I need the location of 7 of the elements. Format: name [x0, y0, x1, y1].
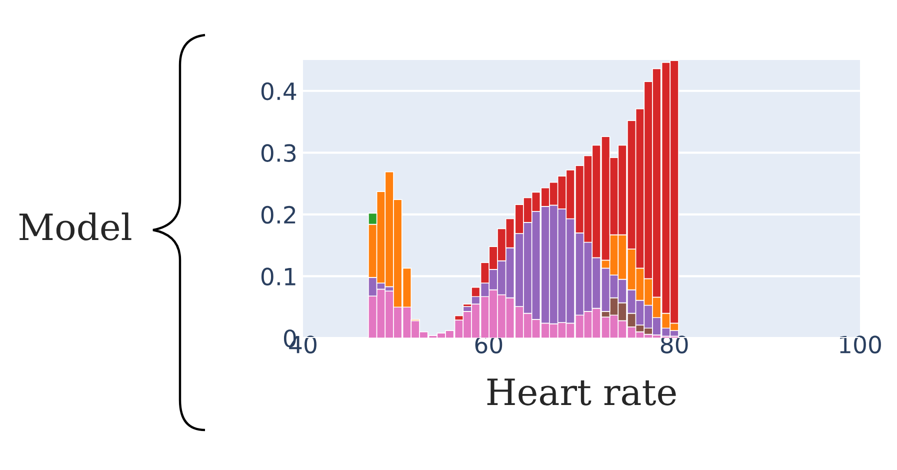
- y-tick-label: 0.1: [261, 268, 296, 286]
- text: Model: [19, 212, 132, 240]
- y-tick-label: 0.3: [261, 144, 296, 162]
- y-tick-label: 0.4: [261, 82, 296, 100]
- x-tick-label: 100: [840, 336, 881, 354]
- x-axis-title: Heart rate: [487, 378, 676, 406]
- y-tick-label: 0.2: [261, 206, 296, 224]
